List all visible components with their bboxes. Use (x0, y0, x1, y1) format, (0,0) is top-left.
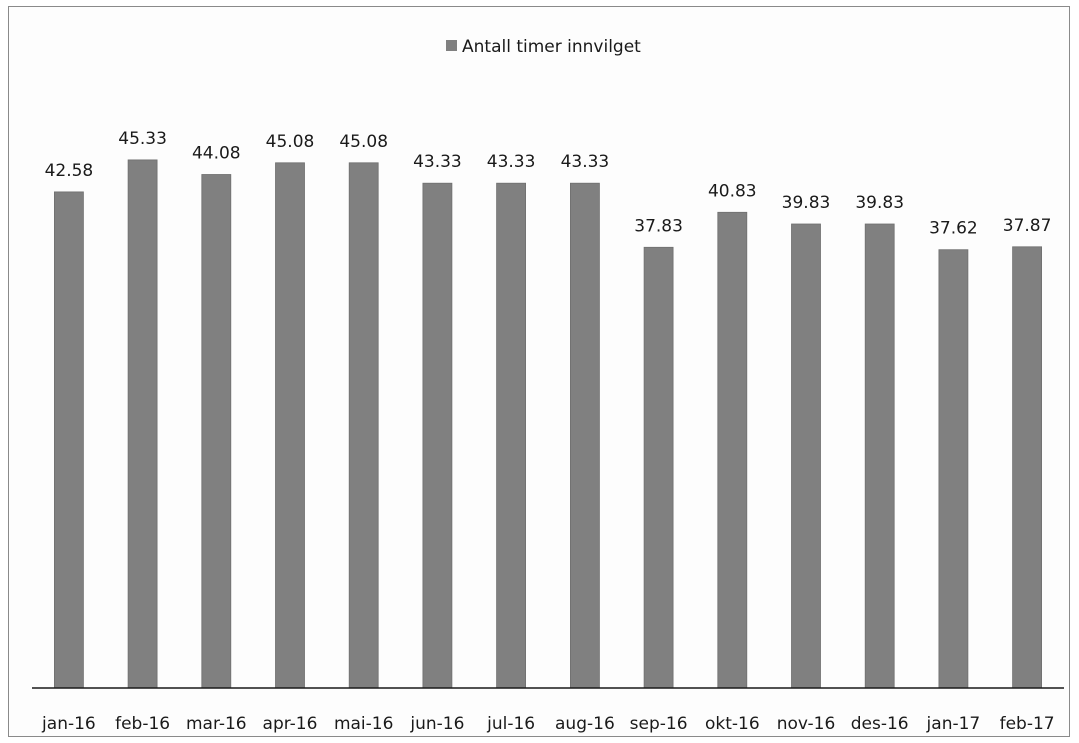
data-label-apr-16: 45.08 (266, 132, 315, 152)
bar-mai-16 (348, 162, 379, 689)
x-tick-label-aug-16: aug-16 (555, 714, 615, 734)
bar-okt-16 (717, 211, 748, 689)
data-label-sep-16: 37.83 (634, 216, 683, 236)
bar-jan-16 (54, 191, 84, 689)
bar-feb-17 (1012, 246, 1042, 689)
bar-feb-16 (127, 159, 158, 689)
data-label-jun-16: 43.33 (413, 152, 462, 172)
legend-swatch (446, 40, 457, 51)
data-label-jan-16: 42.58 (45, 161, 94, 181)
x-axis-tick-labels: jan-16 feb-16 mar-16 apr-16 mai-16 jun-16 jul-… (41, 714, 1055, 734)
bars (54, 159, 1042, 689)
bar-aug-16 (570, 182, 600, 689)
data-label-mar-16: 44.08 (192, 144, 241, 164)
x-tick-label-feb-16: feb-16 (115, 714, 170, 734)
x-tick-label-mai-16: mai-16 (334, 714, 393, 734)
bar-mar-16 (201, 174, 232, 689)
bar-des-16 (864, 223, 895, 689)
x-tick-label-apr-16: apr-16 (263, 714, 318, 734)
bar-apr-16 (275, 162, 305, 689)
data-label-aug-16: 43.33 (561, 152, 610, 172)
data-label-okt-16: 40.83 (708, 181, 757, 201)
x-tick-label-jan-17: jan-17 (926, 714, 981, 734)
data-label-des-16: 39.83 (855, 193, 904, 213)
data-label-jul-16: 43.33 (487, 152, 536, 172)
data-label-feb-17: 37.87 (1003, 216, 1052, 236)
legend-label: Antall timer innvilget (462, 37, 641, 57)
data-label-jan-17: 37.62 (929, 219, 978, 239)
data-labels: 42.58 45.33 44.08 45.08 45.08 43.33 43.33 43.33… (45, 129, 1052, 239)
data-label-nov-16: 39.83 (782, 193, 831, 213)
data-label-mai-16: 45.08 (339, 132, 388, 152)
bar-nov-16 (791, 223, 821, 689)
x-tick-label-feb-17: feb-17 (1000, 714, 1055, 734)
x-tick-label-sep-16: sep-16 (630, 714, 688, 734)
x-tick-label-jun-16: jun-16 (409, 714, 464, 734)
bar-sep-16 (643, 246, 674, 689)
x-tick-label-nov-16: nov-16 (777, 714, 836, 734)
bar-jul-16 (496, 182, 527, 689)
x-tick-label-jan-16: jan-16 (41, 714, 96, 734)
bar-jan-17 (938, 249, 969, 689)
x-tick-label-des-16: des-16 (851, 714, 909, 734)
legend: Antall timer innvilget (446, 37, 641, 57)
data-label-feb-16: 45.33 (118, 129, 167, 149)
x-tick-label-okt-16: okt-16 (705, 714, 760, 734)
x-tick-label-jul-16: jul-16 (486, 714, 535, 734)
x-tick-label-mar-16: mar-16 (186, 714, 247, 734)
bar-jun-16 (422, 182, 453, 689)
